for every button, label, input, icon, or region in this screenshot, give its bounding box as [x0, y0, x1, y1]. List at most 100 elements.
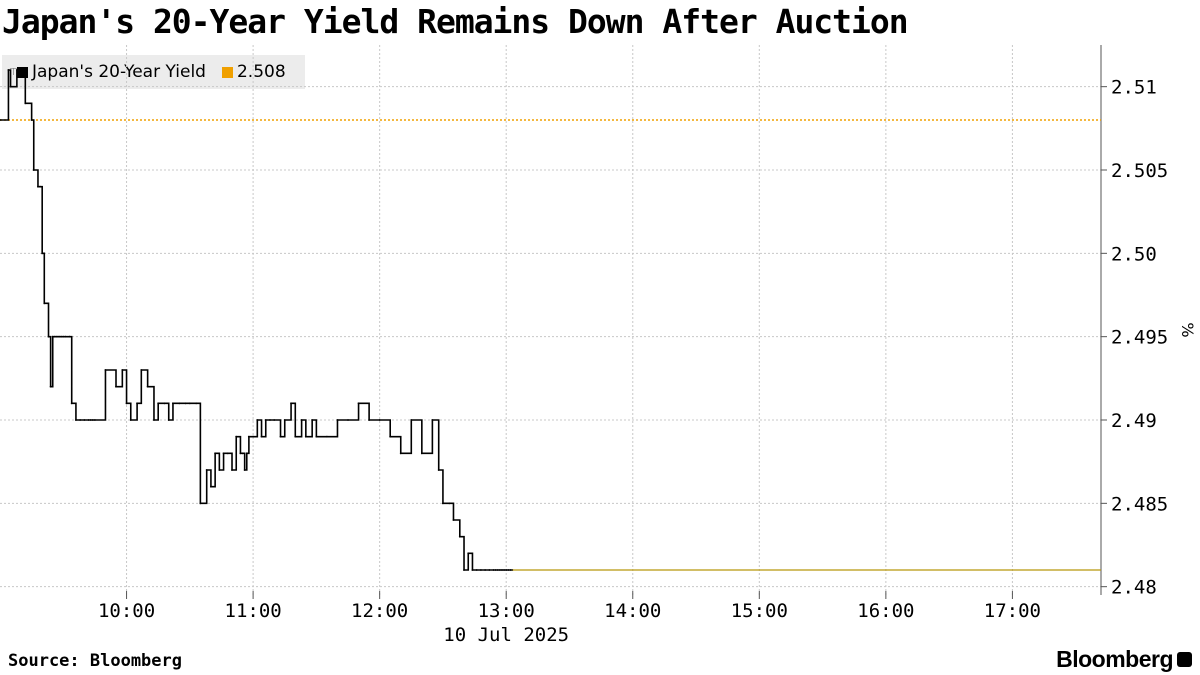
chart-title: Japan's 20-Year Yield Remains Down After… [2, 2, 909, 41]
yield-data-point [245, 452, 248, 455]
y-tick-label: 2.49 [1111, 410, 1157, 432]
yield-data-point [184, 402, 187, 405]
yield-data-point [484, 569, 487, 571]
yield-data-point [467, 552, 470, 555]
yield-data-point [311, 419, 314, 421]
yield-data-point [492, 569, 495, 571]
y-tick-label: 2.495 [1111, 327, 1168, 349]
yield-data-point [188, 402, 191, 405]
yield-data-point [503, 569, 505, 571]
x-tick-label: 14:00 [604, 600, 661, 622]
bloomberg-icon [1177, 652, 1192, 667]
yield-data-point [452, 519, 455, 521]
yield-data-point [91, 419, 94, 421]
x-date-label: 10 Jul 2025 [443, 624, 569, 646]
yield-data-point [30, 119, 33, 121]
yield-data-point [256, 419, 259, 421]
legend-item-reference[interactable]: 2.508 [221, 62, 286, 82]
yield-data-point [336, 419, 339, 421]
yield-data-point [357, 402, 360, 405]
yield-data-point [75, 419, 77, 421]
yield-data-point [60, 335, 63, 338]
yield-data-point [498, 569, 501, 571]
yield-data-point [53, 335, 56, 338]
source-note: Source: Bloomberg [8, 651, 182, 671]
yield-data-point [368, 419, 371, 421]
yield-data-point [222, 452, 225, 455]
yield-data-point [24, 102, 27, 105]
yield-data-point [494, 569, 497, 571]
yield-data-point [172, 402, 174, 405]
yield-data-point [218, 469, 221, 471]
yield-data-point [43, 302, 46, 305]
legend-label-yield: Japan's 20-Year Yield [32, 62, 206, 82]
yield-data-point [300, 419, 303, 421]
yield-data-point [178, 402, 181, 405]
yield-data-point [279, 435, 282, 438]
yield-data-point [420, 452, 423, 455]
x-tick-label: 17:00 [984, 600, 1041, 622]
yield-data-point [304, 435, 307, 438]
yield-data-point [347, 419, 349, 421]
yield-data-point [226, 452, 229, 455]
x-tick-label: 12:00 [351, 600, 408, 622]
yield-data-point [41, 252, 44, 255]
legend-item-yield[interactable]: Japan's 20-Year Yield [17, 62, 206, 82]
yield-data-point [326, 435, 328, 438]
yield-data-point [235, 435, 238, 438]
yield-data-point [264, 419, 267, 421]
yield-data-point [315, 435, 318, 438]
yield-data-point [410, 419, 413, 421]
y-tick-label: 2.50 [1111, 243, 1157, 265]
yield-data-point [260, 435, 263, 438]
yield-data-point [37, 185, 39, 188]
yield-data-point [7, 69, 10, 71]
yield-data-point [195, 402, 198, 405]
yield-data-point [463, 569, 465, 571]
yield-data-point [58, 335, 60, 338]
x-tick-label: 13:00 [478, 600, 535, 622]
yield-data-point [0, 119, 1, 121]
yield-data-point [153, 419, 155, 421]
yield-data-point [70, 402, 73, 405]
yield-data-point [399, 452, 402, 455]
yield-data-point [47, 335, 50, 338]
yield-data-point [501, 569, 503, 571]
y-tick-label: 2.48 [1111, 577, 1157, 599]
pin-icon[interactable]: ⊤ [9, 66, 18, 78]
yield-data-point [62, 335, 65, 338]
yield-data-point [94, 419, 96, 421]
legend-label-reference: 2.508 [236, 62, 286, 82]
yield-data-point [129, 419, 132, 421]
y-tick-label: 2.505 [1111, 160, 1168, 182]
yield-data-point [471, 569, 474, 571]
yield-data-point [157, 402, 160, 405]
x-tick-label: 10:00 [98, 600, 155, 622]
yield-data-point [247, 435, 250, 438]
x-tick-label: 11:00 [225, 600, 282, 622]
yield-data-point [294, 435, 297, 438]
yield-data-point [56, 335, 58, 338]
brand-logo: Bloomberg [1056, 646, 1192, 673]
yield-data-point [39, 185, 41, 188]
yield-data-point [509, 569, 512, 571]
yield-data-point [448, 502, 451, 505]
yield-data-point [252, 435, 255, 438]
yield-data-point [496, 569, 499, 571]
yield-data-point [199, 502, 202, 505]
yield-data-point [283, 419, 286, 421]
legend-swatch-yield [17, 66, 28, 78]
yield-data-point [475, 569, 478, 571]
yield-data-point [442, 502, 444, 505]
yield-data-point [431, 419, 434, 421]
yield-data-point [488, 569, 491, 571]
yield-data-point [389, 435, 392, 438]
yield-data-point [269, 419, 271, 421]
yield-data-point [87, 419, 90, 421]
yield-data-point [104, 369, 107, 371]
yield-data-point [507, 569, 510, 571]
y-axis-label: % [1178, 322, 1197, 337]
brand-name: Bloomberg [1056, 646, 1173, 672]
yield-data-point [79, 419, 82, 421]
